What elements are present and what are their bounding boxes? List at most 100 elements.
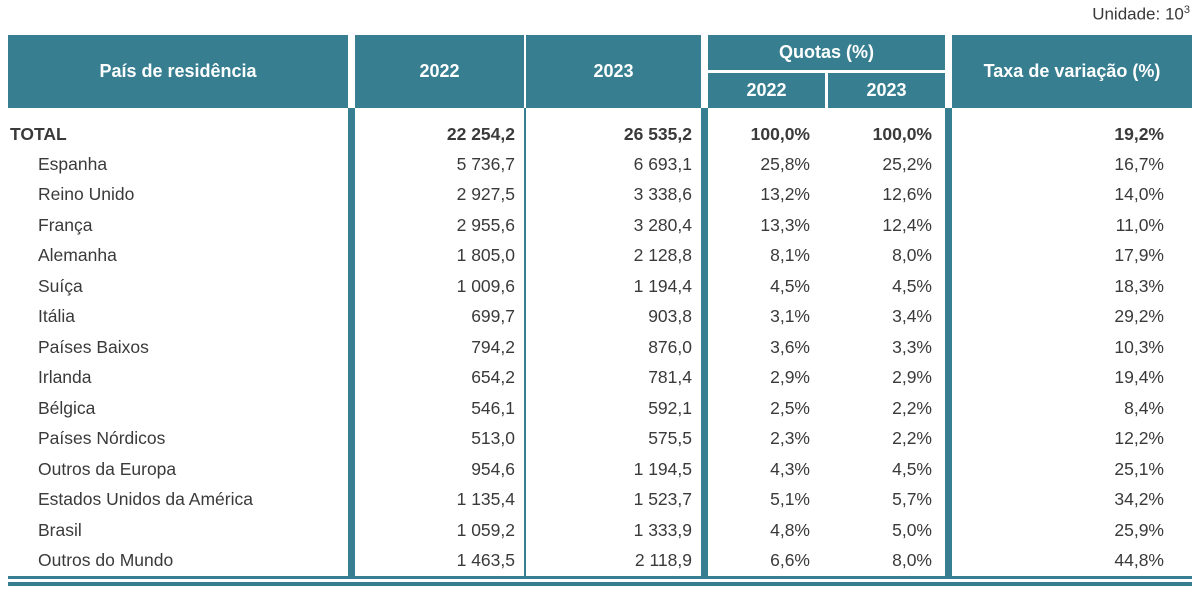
header-quota-2023: 2023 bbox=[828, 73, 952, 108]
unit-label: Unidade: 103 bbox=[1092, 4, 1190, 25]
table-row: Alemanha 1 805,0 2 128,8 8,1% 8,0% 17,9% bbox=[8, 240, 1192, 271]
quota-2022-cell: 100,0% bbox=[750, 124, 810, 144]
header-quota-2022: 2022 bbox=[708, 73, 828, 108]
table-row: França 2 955,6 3 280,4 13,3% 12,4% 11,0% bbox=[8, 210, 1192, 241]
header-2022: 2022 bbox=[355, 35, 526, 108]
table-row: Espanha 5 736,7 6 693,1 25,8% 25,2% 16,7% bbox=[8, 149, 1192, 180]
value-2023-cell: 2 118,9 bbox=[526, 545, 708, 576]
table-row: Irlanda 654,2 781,4 2,9% 2,9% 19,4% bbox=[8, 362, 1192, 393]
quota-2023-cell: 25,2% bbox=[828, 149, 952, 180]
country-cell: Brasil bbox=[8, 515, 355, 546]
country-cell: Alemanha bbox=[8, 240, 355, 271]
country-cell: TOTAL bbox=[8, 108, 355, 149]
header-taxa: Taxa de variação (%) bbox=[952, 35, 1192, 108]
quota-2022-cell: 13,2% bbox=[760, 184, 810, 205]
table-row: Bélgica 546,1 592,1 2,5% 2,2% 8,4% bbox=[8, 393, 1192, 424]
country-cell: Espanha bbox=[8, 149, 355, 180]
country-cell: Itália bbox=[8, 301, 355, 332]
value-2023-cell: 1 523,7 bbox=[526, 484, 708, 515]
quota-2023-cell: 12,4% bbox=[828, 210, 952, 241]
table-row: Suíça 1 009,6 1 194,4 4,5% 4,5% 18,3% bbox=[8, 271, 1192, 302]
quota-2023-cell: 5,7% bbox=[828, 484, 952, 515]
taxa-cell: 29,2% bbox=[1114, 306, 1164, 327]
quota-2023-cell: 4,5% bbox=[828, 454, 952, 485]
quota-2023-cell: 100,0% bbox=[828, 108, 952, 149]
value-2023-cell: 1 194,4 bbox=[526, 271, 708, 302]
value-2022-cell: 1 135,4 bbox=[355, 484, 526, 515]
table-row: Outros da Europa 954,6 1 194,5 4,3% 4,5% 25,1… bbox=[8, 454, 1192, 485]
quota-2022-cell: 8,1% bbox=[770, 245, 810, 266]
country-cell: Países Nórdicos bbox=[8, 423, 355, 454]
quota-2023-cell: 3,3% bbox=[828, 332, 952, 363]
quota-2022-cell: 13,3% bbox=[760, 214, 810, 235]
quota-2022-cell: 4,5% bbox=[770, 275, 810, 296]
taxa-cell: 14,0% bbox=[1114, 184, 1164, 205]
value-2022-cell: 546,1 bbox=[355, 393, 526, 424]
value-2022-cell: 2 927,5 bbox=[355, 179, 526, 210]
country-cell: Irlanda bbox=[8, 362, 355, 393]
quota-2023-cell: 8,0% bbox=[828, 240, 952, 271]
quota-2023-cell: 8,0% bbox=[828, 545, 952, 576]
value-2023-cell: 1 194,5 bbox=[526, 454, 708, 485]
country-cell: Outros do Mundo bbox=[8, 545, 355, 576]
value-2023-cell: 781,4 bbox=[526, 362, 708, 393]
value-2023-cell: 1 333,9 bbox=[526, 515, 708, 546]
value-2022-cell: 699,7 bbox=[355, 301, 526, 332]
data-table: País de residência 2022 2023 Quotas (%) … bbox=[8, 35, 1192, 586]
quota-2023-cell: 12,6% bbox=[828, 179, 952, 210]
value-2022-cell: 794,2 bbox=[355, 332, 526, 363]
table-body: TOTAL 22 254,2 26 535,2 100,0% 100,0% 19,2% Es… bbox=[8, 108, 1192, 576]
value-2023-cell: 3 338,6 bbox=[526, 179, 708, 210]
value-2022-cell: 1 009,6 bbox=[355, 271, 526, 302]
value-2023-cell: 2 128,8 bbox=[526, 240, 708, 271]
value-2023-cell: 575,5 bbox=[526, 423, 708, 454]
taxa-cell: 8,4% bbox=[1124, 397, 1164, 418]
value-2023-cell: 26 535,2 bbox=[526, 108, 708, 149]
taxa-cell: 11,0% bbox=[1115, 214, 1164, 235]
quota-2022-cell: 2,3% bbox=[770, 428, 810, 449]
country-cell: Países Baixos bbox=[8, 332, 355, 363]
quota-2023-cell: 2,2% bbox=[828, 393, 952, 424]
header-country: País de residência bbox=[8, 35, 355, 108]
value-2022-cell: 1 805,0 bbox=[355, 240, 526, 271]
value-2023-cell: 903,8 bbox=[526, 301, 708, 332]
country-cell: Bélgica bbox=[8, 393, 355, 424]
value-2023-cell: 3 280,4 bbox=[526, 210, 708, 241]
quota-2022-cell: 5,1% bbox=[770, 489, 810, 510]
quota-2022-cell: 4,8% bbox=[770, 519, 810, 540]
taxa-cell: 34,2% bbox=[1114, 489, 1164, 510]
quota-2022-cell: 2,5% bbox=[770, 397, 810, 418]
quota-2023-cell: 5,0% bbox=[828, 515, 952, 546]
quota-2022-cell: 2,9% bbox=[770, 367, 810, 388]
table-row: Brasil 1 059,2 1 333,9 4,8% 5,0% 25,9% bbox=[8, 515, 1192, 546]
taxa-cell: 25,9% bbox=[1114, 519, 1164, 540]
quota-2022-cell: 4,3% bbox=[770, 458, 810, 479]
table-row: Outros do Mundo 1 463,5 2 118,9 6,6% 8,0% 44,… bbox=[8, 545, 1192, 576]
value-2022-cell: 22 254,2 bbox=[355, 108, 526, 149]
value-2022-cell: 954,6 bbox=[355, 454, 526, 485]
country-cell: Reino Unido bbox=[8, 179, 355, 210]
country-cell: França bbox=[8, 210, 355, 241]
taxa-cell: 19,4% bbox=[1114, 367, 1164, 388]
table-row: Reino Unido 2 927,5 3 338,6 13,2% 12,6% 14,0% bbox=[8, 179, 1192, 210]
quota-2022-cell: 3,1% bbox=[770, 306, 810, 327]
quota-2022-cell: 3,6% bbox=[770, 336, 810, 357]
value-2022-cell: 2 955,6 bbox=[355, 210, 526, 241]
taxa-cell: 18,3% bbox=[1114, 275, 1164, 296]
taxa-cell: 10,3% bbox=[1114, 336, 1164, 357]
taxa-cell: 12,2% bbox=[1114, 428, 1164, 449]
value-2023-cell: 876,0 bbox=[526, 332, 708, 363]
quota-2022-cell: 6,6% bbox=[770, 550, 810, 571]
unit-exponent: 3 bbox=[1183, 4, 1190, 16]
quota-2023-cell: 2,2% bbox=[828, 423, 952, 454]
value-2023-cell: 6 693,1 bbox=[526, 149, 708, 180]
value-2023-cell: 592,1 bbox=[526, 393, 708, 424]
value-2022-cell: 654,2 bbox=[355, 362, 526, 393]
value-2022-cell: 1 463,5 bbox=[355, 545, 526, 576]
taxa-cell: 17,9% bbox=[1114, 245, 1164, 266]
table-row: TOTAL 22 254,2 26 535,2 100,0% 100,0% 19,2% bbox=[8, 108, 1192, 149]
table-row: Estados Unidos da América 1 135,4 1 523,7 5… bbox=[8, 484, 1192, 515]
quota-2022-cell: 25,8% bbox=[760, 153, 810, 174]
table-row: Países Nórdicos 513,0 575,5 2,3% 2,2% 12,2% bbox=[8, 423, 1192, 454]
